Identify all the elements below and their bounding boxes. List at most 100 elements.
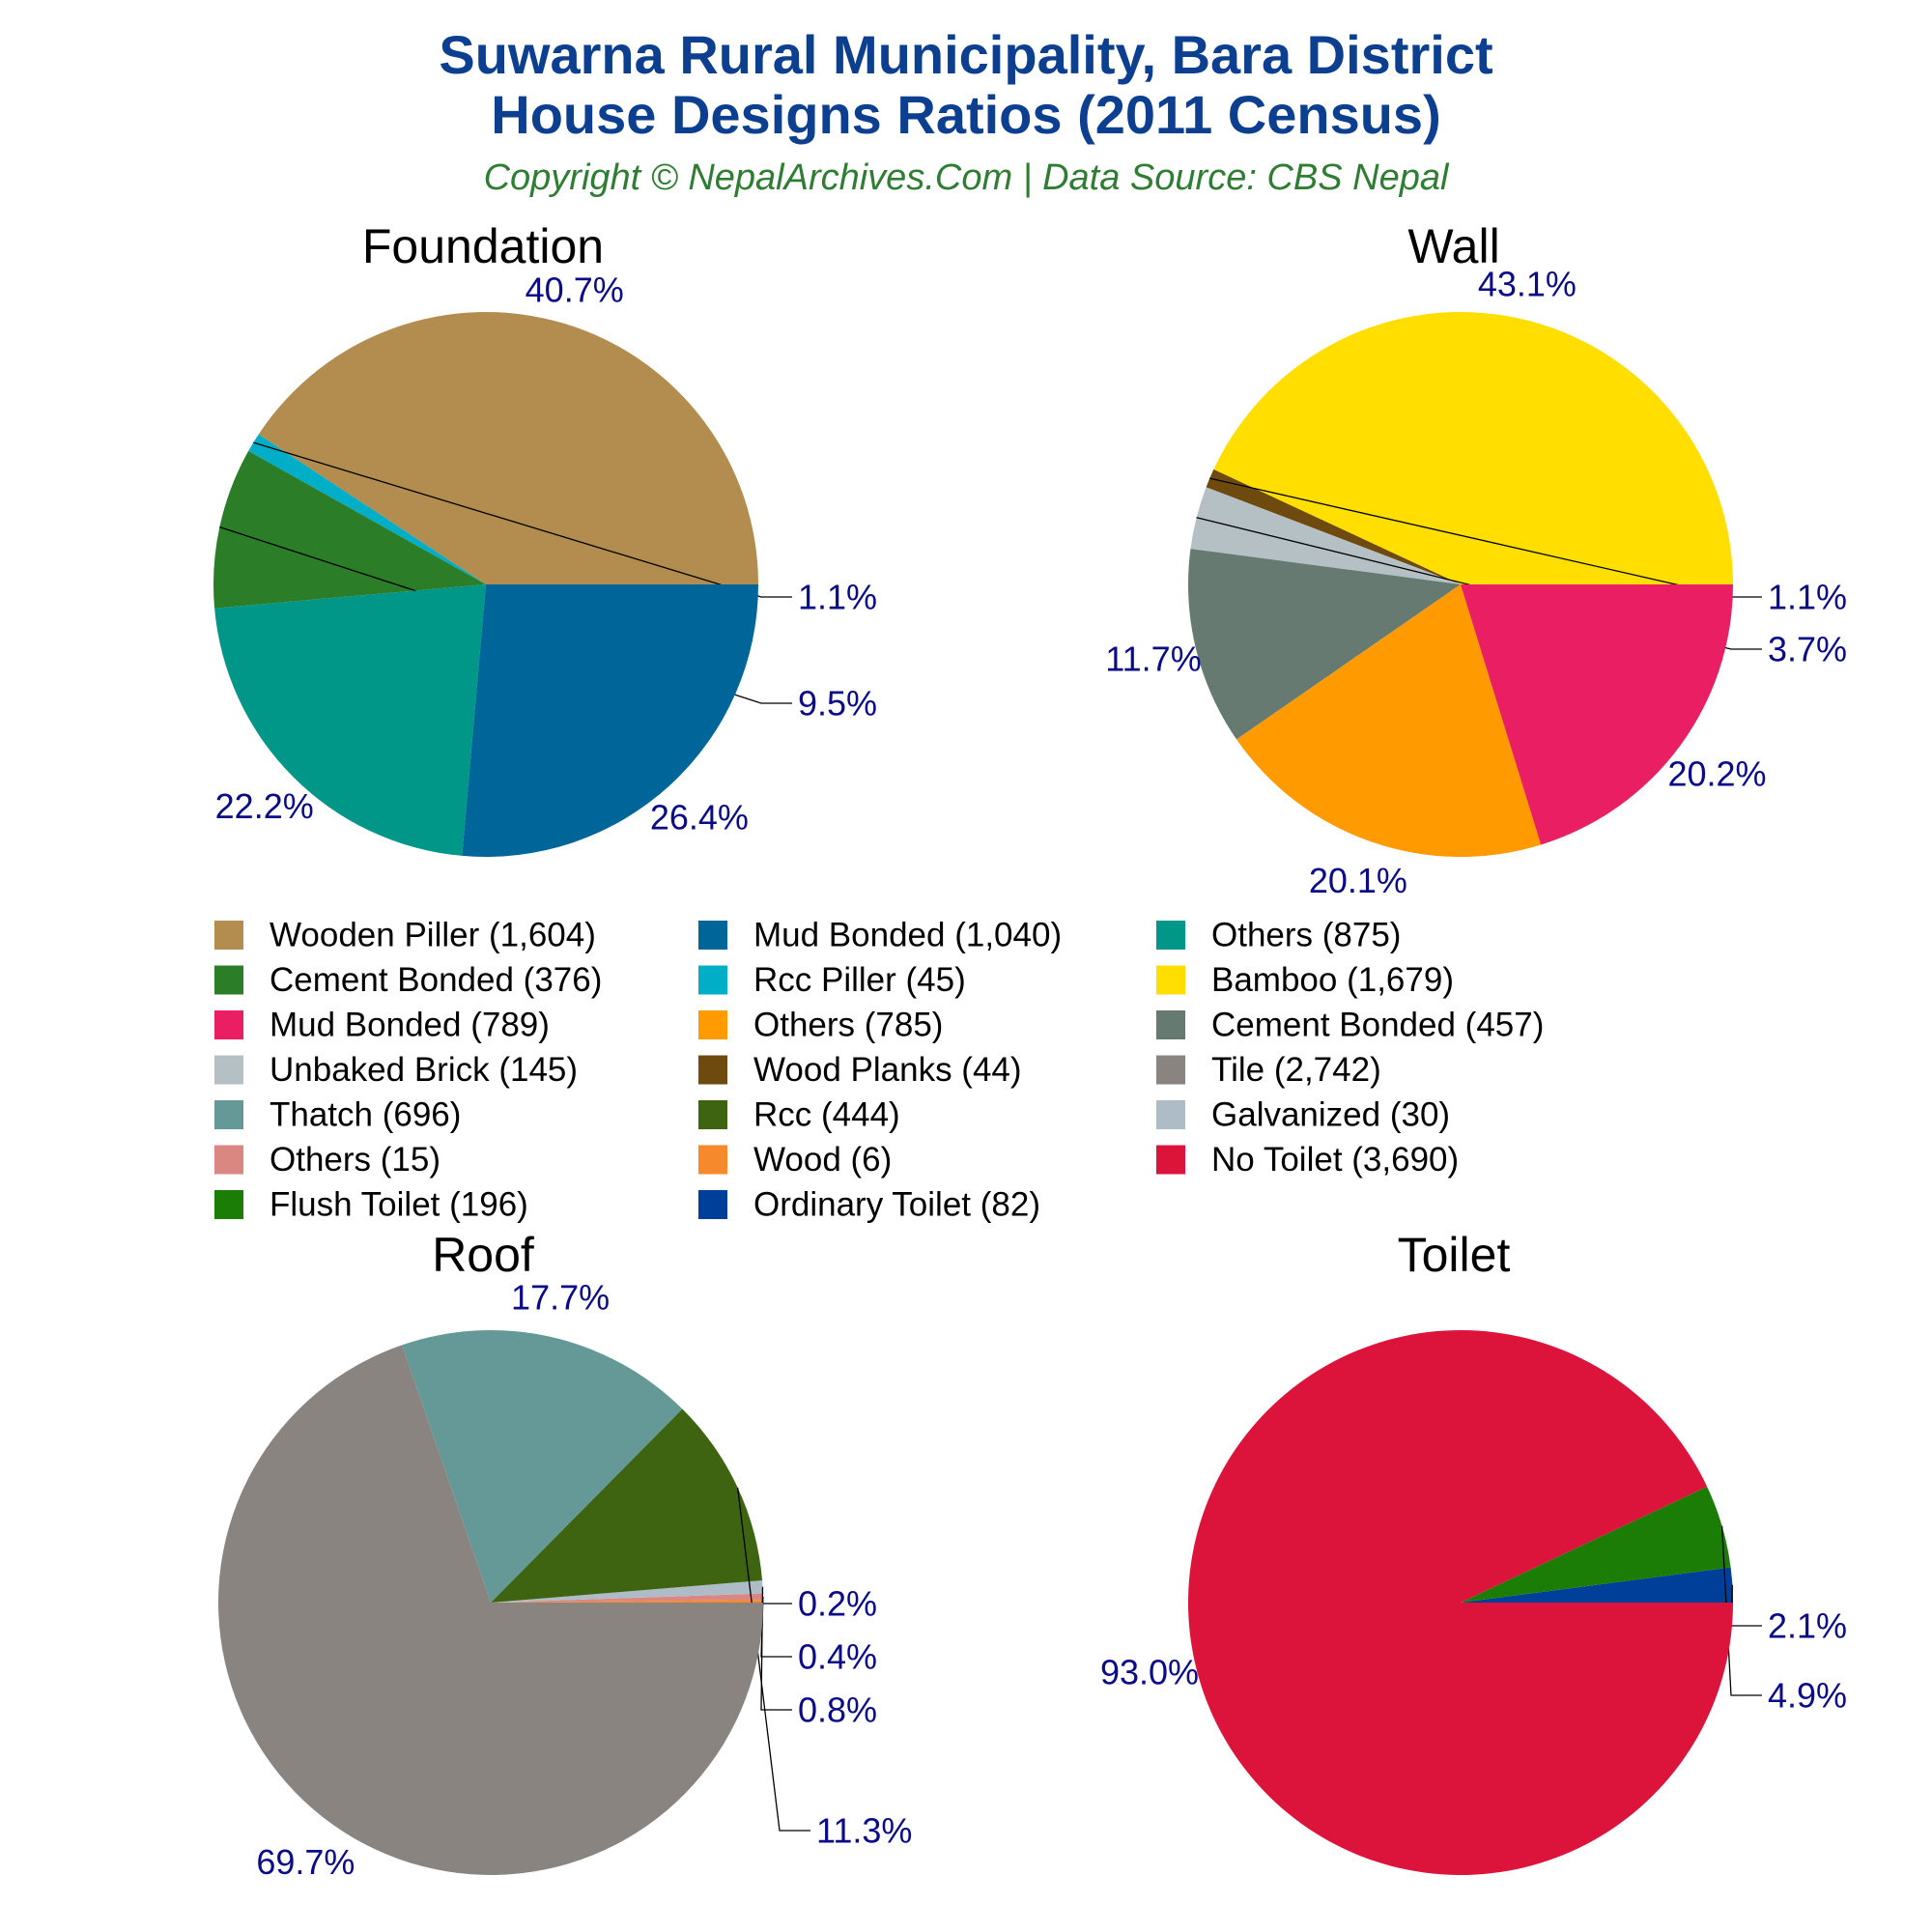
legend-item: Wooden Piller (1,604): [214, 917, 596, 954]
pct-label-toilet-no-toilet: 93.0%: [1100, 1653, 1199, 1692]
legend-item: Wood Planks (44): [698, 1051, 1022, 1089]
pie-charts: 40.7% 1.1% 9.5% 22.2% 26.4% 43.1% 1.1% 3.7% 11.7…: [213, 264, 1847, 1882]
slice-toilet-ordinary-toilet: [1461, 1567, 1734, 1603]
leader-line-foundation-cement-bonded: [219, 526, 792, 704]
slice-wall-others: [1236, 584, 1542, 858]
legend-item: Galvanized (30): [1156, 1096, 1450, 1134]
legend-swatch: [698, 965, 727, 995]
slice-foundation-mud-bonded: [462, 584, 758, 858]
legend-swatch: [214, 921, 243, 950]
legend-swatch: [1156, 1100, 1185, 1129]
slice-roof-rcc: [491, 1408, 763, 1603]
pct-label-roof-others: 0.4%: [798, 1637, 877, 1677]
leader-line-foundation-rcc-piller: [253, 441, 792, 598]
legend-item: Thatch (696): [214, 1096, 461, 1134]
legend-label: Mud Bonded (789): [270, 1007, 550, 1044]
legend-label: Others (875): [1211, 917, 1401, 954]
slice-wall-mud-bonded: [1461, 584, 1733, 845]
pct-label-roof-thatch: 17.7%: [511, 1277, 610, 1317]
legend-swatch: [214, 1010, 243, 1039]
slice-roof-others: [491, 1593, 763, 1603]
legend-item: Others (785): [698, 1007, 943, 1044]
slice-toilet-flush-toilet: [1461, 1486, 1731, 1603]
legend-item: Cement Bonded (457): [1156, 1007, 1544, 1044]
legend-label: Thatch (696): [270, 1096, 461, 1134]
slice-roof-wood: [491, 1600, 764, 1603]
slice-foundation-cement-bonded: [213, 450, 486, 609]
pct-label-wall-wood-planks: 1.1%: [1768, 578, 1847, 617]
chart-title-toilet: Toilet: [1398, 1228, 1511, 1282]
legend-item: Unbaked Brick (145): [214, 1051, 578, 1089]
legend-swatch: [214, 1145, 243, 1175]
pie-roof: 0.2% 0.4% 0.8% 11.3% 17.7% 69.7%: [217, 1277, 912, 1882]
legend-label: Rcc (444): [753, 1096, 900, 1134]
legend-item: Others (875): [1156, 917, 1401, 954]
slice-wall-unbaked-brick: [1190, 487, 1461, 584]
legend-swatch: [1156, 1010, 1185, 1039]
legend-swatch: [1156, 1145, 1185, 1175]
legend-item: Rcc (444): [698, 1096, 900, 1134]
legend-item: Rcc Piller (45): [698, 961, 966, 999]
chart-title-foundation: Foundation: [362, 219, 604, 273]
chart-title-roof: Roof: [432, 1228, 534, 1282]
main-title-line1: Suwarna Rural Municipality, Bara Distric…: [439, 24, 1492, 85]
legend-swatch: [1156, 1055, 1185, 1085]
pct-label-foundation-mud-bonded: 26.4%: [650, 798, 749, 838]
legend-swatch: [214, 1100, 243, 1129]
slice-foundation-others: [214, 584, 486, 856]
legend-swatch: [214, 1190, 243, 1219]
pct-label-foundation-cement-bonded: 9.5%: [798, 684, 877, 724]
legend-swatch: [214, 1055, 243, 1085]
main-title-line2: House Designs Ratios (2011 Census): [491, 84, 1440, 145]
legend-label: No Toilet (3,690): [1211, 1141, 1459, 1179]
legend-label: Tile (2,742): [1211, 1051, 1381, 1089]
slice-roof-thatch: [402, 1329, 683, 1603]
legend-swatch: [214, 965, 243, 995]
legend-label: Mud Bonded (1,040): [753, 917, 1062, 954]
pct-label-roof-wood: 0.2%: [798, 1584, 877, 1624]
legend-item: Tile (2,742): [1156, 1051, 1381, 1089]
legend-item: No Toilet (3,690): [1156, 1141, 1459, 1179]
leader-line-roof-rcc: [736, 1487, 810, 1832]
slice-wall-cement-bonded: [1188, 549, 1461, 740]
subtitle: Copyright © NepalArchives.Com | Data Sou…: [484, 157, 1450, 198]
legend-item: Wood (6): [698, 1141, 892, 1179]
legend-swatch: [698, 1055, 727, 1085]
legend-swatch: [698, 1145, 727, 1175]
pie-foundation: 40.7% 1.1% 9.5% 22.2% 26.4%: [213, 270, 877, 858]
legend-label: Wood Planks (44): [753, 1051, 1022, 1089]
pct-label-wall-others: 20.1%: [1309, 861, 1407, 900]
leader-line-wall-unbaked-brick: [1196, 517, 1762, 650]
legend-label: Unbaked Brick (145): [270, 1051, 578, 1089]
leader-line-toilet-flush-toilet: [1720, 1525, 1762, 1696]
chart-title-wall: Wall: [1407, 219, 1499, 273]
pct-label-roof-galvanized: 0.8%: [798, 1690, 877, 1730]
slice-roof-tile: [217, 1345, 764, 1876]
legend-swatch: [698, 1100, 727, 1129]
legend-item: Flush Toilet (196): [214, 1186, 528, 1224]
legend-label: Others (785): [753, 1007, 943, 1044]
legend-item: Cement Bonded (376): [214, 961, 602, 999]
legend-label: Ordinary Toilet (82): [753, 1186, 1040, 1224]
slice-roof-galvanized: [491, 1580, 763, 1603]
pct-label-wall-cement-bonded: 11.7%: [1105, 639, 1201, 678]
legend-label: Flush Toilet (196): [270, 1186, 528, 1224]
legend-label: Galvanized (30): [1211, 1096, 1450, 1134]
legend-item: Mud Bonded (1,040): [698, 917, 1062, 954]
pct-label-foundation-wooden-piller: 40.7%: [526, 270, 624, 309]
pct-label-toilet-ordinary-toilet: 2.1%: [1768, 1606, 1847, 1646]
legend-swatch: [698, 1010, 727, 1039]
slice-toilet-no-toilet: [1188, 1329, 1733, 1875]
pct-label-wall-unbaked-brick: 3.7%: [1768, 630, 1847, 669]
legend-swatch: [698, 921, 727, 950]
legend-label: Wooden Piller (1,604): [270, 917, 596, 954]
pie-toilet: 2.1% 4.9% 93.0%: [1100, 1329, 1847, 1875]
legend-label: Bamboo (1,679): [1211, 961, 1454, 999]
pct-label-wall-mud-bonded: 20.2%: [1667, 753, 1766, 793]
pie-wall: 43.1% 1.1% 3.7% 11.7% 20.1% 20.2%: [1105, 264, 1847, 900]
legend-item: Mud Bonded (789): [214, 1007, 550, 1044]
pct-label-roof-tile: 69.7%: [256, 1842, 355, 1882]
legend-label: Rcc Piller (45): [753, 961, 966, 999]
legend-label: Others (15): [270, 1141, 440, 1179]
legend-item: Others (15): [214, 1141, 440, 1179]
